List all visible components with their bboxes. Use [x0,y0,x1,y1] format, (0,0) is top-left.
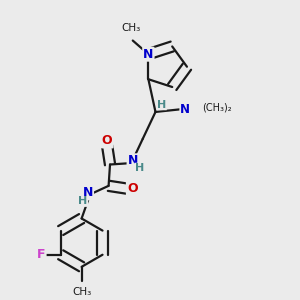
Text: N: N [83,186,93,200]
Text: H: H [135,163,144,173]
Text: CH₃: CH₃ [72,287,91,297]
Text: O: O [102,134,112,147]
Text: H: H [78,196,88,206]
Text: N: N [180,103,190,116]
Text: O: O [127,182,137,195]
Text: N: N [143,48,154,61]
Text: CH₃: CH₃ [122,22,141,33]
Text: N: N [128,154,138,167]
Text: F: F [37,248,46,261]
Text: H: H [157,100,167,110]
Text: (CH₃)₂: (CH₃)₂ [202,103,231,113]
